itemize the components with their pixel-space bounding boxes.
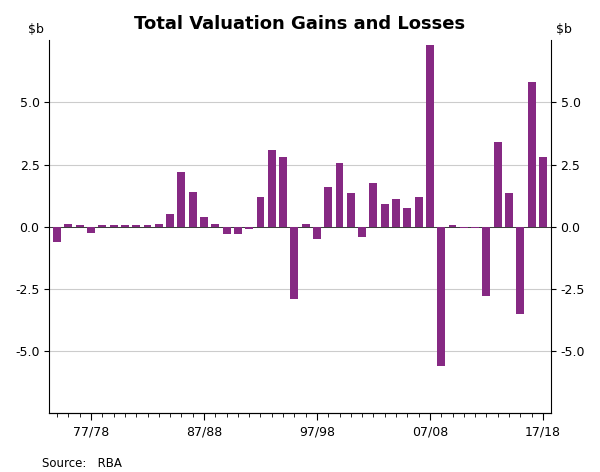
Text: $b: $b [556,24,572,36]
Bar [482,227,490,296]
Bar [437,227,445,366]
Title: Total Valuation Gains and Losses: Total Valuation Gains and Losses [134,15,466,33]
Bar [53,227,61,242]
Text: $b: $b [28,24,44,36]
Bar [87,227,95,233]
Bar [505,193,513,227]
Bar [403,208,411,227]
Bar [98,225,106,227]
Text: Source:   RBA: Source: RBA [42,457,122,470]
Bar [257,197,265,227]
Bar [302,224,310,227]
Bar [132,226,140,227]
Bar [471,227,479,228]
Bar [166,214,174,227]
Bar [178,172,185,227]
Bar [494,142,502,227]
Bar [381,204,389,227]
Bar [200,217,208,227]
Bar [370,183,377,227]
Bar [527,83,536,227]
Bar [290,227,298,299]
Bar [392,199,400,227]
Bar [279,157,287,227]
Bar [268,150,276,227]
Bar [426,45,434,227]
Bar [234,227,242,234]
Bar [143,226,151,227]
Bar [539,157,547,227]
Bar [121,226,129,227]
Bar [415,197,422,227]
Bar [110,226,118,227]
Bar [335,163,343,227]
Bar [64,224,73,227]
Bar [460,227,468,228]
Bar [358,227,366,236]
Bar [223,227,230,234]
Bar [155,224,163,227]
Bar [211,224,219,227]
Bar [76,226,83,227]
Bar [324,187,332,227]
Bar [313,227,321,239]
Bar [189,192,197,227]
Bar [347,193,355,227]
Bar [517,227,524,314]
Bar [449,226,457,227]
Bar [245,227,253,229]
